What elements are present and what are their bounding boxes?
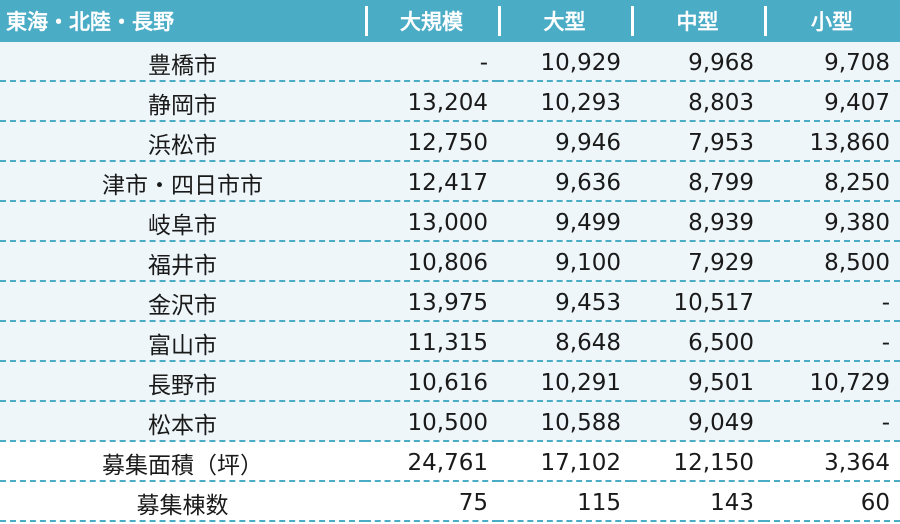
cell-medium: 10,517 [631, 281, 764, 323]
cell-large: 10,588 [498, 401, 631, 443]
cell-large-scale: 10,500 [365, 401, 498, 443]
cell-medium: 7,929 [631, 241, 764, 283]
cell-large-scale: 10,616 [365, 361, 498, 403]
cell-large-scale: 13,204 [365, 81, 498, 123]
table-row: 豊橋市 - 10,929 9,968 9,708 [0, 42, 900, 83]
cell-small: 9,708 [764, 42, 900, 83]
cell-large-scale: 12,750 [365, 121, 498, 163]
cell-large: 115 [498, 481, 631, 523]
cell-medium: 9,501 [631, 361, 764, 403]
city-name: 長野市 [0, 361, 365, 403]
cell-large-scale: 11,315 [365, 321, 498, 363]
cell-medium: 6,500 [631, 321, 764, 363]
cell-large: 10,293 [498, 81, 631, 123]
city-name: 松本市 [0, 401, 365, 443]
table-row: 長野市 10,616 10,291 9,501 10,729 [0, 361, 900, 403]
cell-medium: 9,968 [631, 42, 764, 83]
cell-large: 10,291 [498, 361, 631, 403]
summary-row-count: 募集棟数 75 115 143 60 [0, 481, 900, 523]
header-small: 小型 [764, 0, 900, 42]
city-name: 福井市 [0, 241, 365, 283]
cell-small: - [764, 401, 900, 443]
cell-small: 8,500 [764, 241, 900, 283]
cell-small: - [764, 321, 900, 363]
table-row: 静岡市 13,204 10,293 8,803 9,407 [0, 81, 900, 123]
city-name: 浜松市 [0, 121, 365, 163]
cell-medium: 7,953 [631, 121, 764, 163]
cell-small: 60 [764, 481, 900, 523]
cell-small: - [764, 281, 900, 323]
cell-large: 8,648 [498, 321, 631, 363]
table-row: 金沢市 13,975 9,453 10,517 - [0, 281, 900, 323]
cell-small: 3,364 [764, 441, 900, 483]
city-name: 津市・四日市市 [0, 161, 365, 203]
cell-large: 9,453 [498, 281, 631, 323]
city-name: 静岡市 [0, 81, 365, 123]
table-row: 松本市 10,500 10,588 9,049 - [0, 401, 900, 443]
cell-large-scale: 75 [365, 481, 498, 523]
cell-large-scale: 13,000 [365, 201, 498, 243]
cell-small: 8,250 [764, 161, 900, 203]
cell-large: 17,102 [498, 441, 631, 483]
cell-medium: 9,049 [631, 401, 764, 443]
cell-large-scale: 24,761 [365, 441, 498, 483]
cell-small: 9,380 [764, 201, 900, 243]
cell-large: 9,499 [498, 201, 631, 243]
city-name: 富山市 [0, 321, 365, 363]
table-row: 福井市 10,806 9,100 7,929 8,500 [0, 241, 900, 283]
table-body: 豊橋市 - 10,929 9,968 9,708 静岡市 13,204 10,2… [0, 42, 900, 523]
cell-large-scale: 12,417 [365, 161, 498, 203]
header-large-scale: 大規模 [365, 0, 498, 42]
summary-label: 募集面積（坪） [0, 441, 365, 483]
header-region: 東海・北陸・長野 [6, 10, 174, 34]
cell-large: 10,929 [498, 42, 631, 83]
cell-medium: 8,799 [631, 161, 764, 203]
header-medium: 中型 [631, 0, 764, 42]
city-name: 岐阜市 [0, 201, 365, 243]
cell-small: 9,407 [764, 81, 900, 123]
cell-medium: 8,939 [631, 201, 764, 243]
table-row: 岐阜市 13,000 9,499 8,939 9,380 [0, 201, 900, 243]
cell-large-scale: 13,975 [365, 281, 498, 323]
table-row: 津市・四日市市 12,417 9,636 8,799 8,250 [0, 161, 900, 203]
cell-large: 9,100 [498, 241, 631, 283]
table-row: 富山市 11,315 8,648 6,500 - [0, 321, 900, 363]
cell-large: 9,946 [498, 121, 631, 163]
cell-small: 13,860 [764, 121, 900, 163]
city-name: 豊橋市 [0, 42, 365, 83]
cell-small: 10,729 [764, 361, 900, 403]
cell-large-scale: - [365, 42, 498, 83]
cell-medium: 143 [631, 481, 764, 523]
cell-large: 9,636 [498, 161, 631, 203]
cell-medium: 12,150 [631, 441, 764, 483]
city-name: 金沢市 [0, 281, 365, 323]
summary-label: 募集棟数 [0, 481, 365, 523]
header-large: 大型 [498, 0, 631, 42]
table-header: 東海・北陸・長野 大規模 大型 中型 小型 [0, 0, 900, 42]
summary-row-area: 募集面積（坪） 24,761 17,102 12,150 3,364 [0, 441, 900, 483]
cell-large-scale: 10,806 [365, 241, 498, 283]
header-row: 東海・北陸・長野 大規模 大型 中型 小型 [0, 0, 900, 42]
table-row: 浜松市 12,750 9,946 7,953 13,860 [0, 121, 900, 163]
cell-medium: 8,803 [631, 81, 764, 123]
